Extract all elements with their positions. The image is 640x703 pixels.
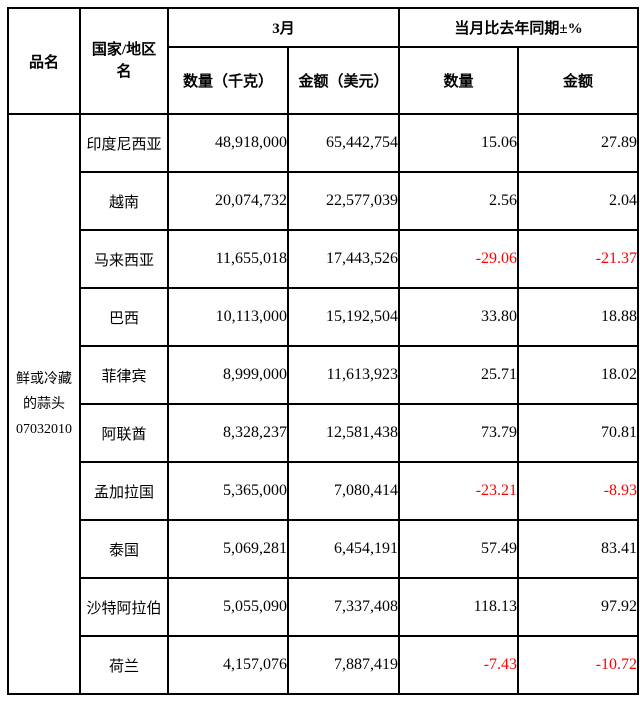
table-row: 巴西 10,113,000 15,192,504 33.80 18.88	[8, 287, 640, 347]
qty-cell: 5,069,281	[167, 519, 289, 579]
table-row: 阿联酋 8,328,237 12,581,438 73.79 70.81	[8, 403, 640, 463]
header-yoy-group: 当月比去年同期±%	[398, 7, 640, 48]
amount-yoy-cell: -10.72	[517, 635, 640, 695]
amount-cell: 22,577,039	[286, 171, 401, 231]
qty-cell: 11,655,018	[167, 229, 289, 289]
qty-yoy-cell: 73.79	[398, 403, 520, 463]
header-amount-usd: 金额（美元）	[286, 46, 401, 115]
qty-cell: 8,328,237	[167, 403, 289, 463]
amount-cell: 12,581,438	[286, 403, 401, 463]
table-row: 荷兰 4,157,076 7,887,419 -7.43 -10.72	[8, 635, 640, 695]
amount-yoy-cell: 2.04	[517, 171, 640, 231]
country-cell: 荷兰	[79, 635, 169, 695]
qty-yoy-cell: 25.71	[398, 345, 520, 405]
country-cell: 越南	[79, 171, 169, 231]
table-row: 沙特阿拉伯 5,055,090 7,337,408 118.13 97.92	[8, 577, 640, 637]
qty-yoy-cell: -23.21	[398, 461, 520, 521]
qty-cell: 8,999,000	[167, 345, 289, 405]
amount-cell: 7,080,414	[286, 461, 401, 521]
header-country-col-label: 国家/地区名	[91, 42, 157, 80]
amount-yoy-cell: 83.41	[517, 519, 640, 579]
qty-yoy-cell: 15.06	[398, 113, 520, 173]
qty-yoy-cell: 33.80	[398, 287, 520, 347]
amount-cell: 11,613,923	[286, 345, 401, 405]
country-cell: 印度尼西亚	[79, 113, 169, 173]
header-qty-kg: 数量（千克）	[167, 46, 289, 115]
table-row: 泰国 5,069,281 6,454,191 57.49 83.41	[8, 519, 640, 579]
header-country-col: 国家/地区名	[79, 7, 169, 115]
qty-yoy-cell: 118.13	[398, 577, 520, 637]
product-code: 07032010	[16, 421, 72, 437]
table-row: 鲜或冷藏的蒜头 07032010 印度尼西亚 48,918,000 65,442…	[7, 113, 640, 695]
product-name: 鲜或冷藏的蒜头	[16, 371, 72, 412]
qty-yoy-cell: -29.06	[398, 229, 520, 289]
country-cell: 阿联酋	[79, 403, 169, 463]
amount-yoy-cell: 97.92	[517, 577, 640, 637]
qty-yoy-cell: 57.49	[398, 519, 520, 579]
amount-yoy-cell: 70.81	[517, 403, 640, 463]
header-month-group: 3月	[166, 7, 401, 48]
country-cell: 菲律宾	[79, 345, 169, 405]
country-cell: 马来西亚	[79, 229, 169, 289]
table-row: 菲律宾 8,999,000 11,613,923 25.71 18.02	[8, 345, 640, 405]
qty-yoy-cell: 2.56	[398, 171, 520, 231]
qty-cell: 5,365,000	[167, 461, 289, 521]
qty-cell: 20,074,732	[167, 171, 289, 231]
amount-cell: 17,443,526	[286, 229, 401, 289]
amount-yoy-cell: -21.37	[517, 229, 640, 289]
header-row-subcolumns: 数量（千克） 金额（美元） 数量 金额	[8, 46, 640, 115]
table-row: 越南 20,074,732 22,577,039 2.56 2.04	[8, 171, 640, 231]
country-cell: 泰国	[79, 519, 169, 579]
qty-cell: 10,113,000	[167, 287, 289, 347]
amount-yoy-cell: 27.89	[517, 113, 640, 173]
header-row-groups: 品名 国家/地区名 3月 当月比去年同期±%	[7, 7, 640, 115]
country-cell: 孟加拉国	[79, 461, 169, 521]
amount-yoy-cell: 18.02	[517, 345, 640, 405]
amount-cell: 7,887,419	[286, 635, 401, 695]
amount-cell: 65,442,754	[286, 113, 401, 173]
qty-cell: 5,055,090	[167, 577, 289, 637]
amount-yoy-cell: -8.93	[517, 461, 640, 521]
product-cell: 鲜或冷藏的蒜头 07032010	[7, 113, 81, 695]
trade-data-table: 品名 国家/地区名 3月 当月比去年同期±% 数量（千克） 金额（美元） 数量 …	[7, 7, 640, 695]
amount-cell: 15,192,504	[286, 287, 401, 347]
qty-yoy-cell: -7.43	[398, 635, 520, 695]
amount-cell: 7,337,408	[286, 577, 401, 637]
amount-yoy-cell: 18.88	[517, 287, 640, 347]
header-yoy-qty: 数量	[398, 46, 520, 115]
country-cell: 沙特阿拉伯	[79, 577, 169, 637]
amount-cell: 6,454,191	[286, 519, 401, 579]
qty-cell: 4,157,076	[167, 635, 289, 695]
table-row: 孟加拉国 5,365,000 7,080,414 -23.21 -8.93	[8, 461, 640, 521]
country-cell: 巴西	[79, 287, 169, 347]
table-row: 马来西亚 11,655,018 17,443,526 -29.06 -21.37	[8, 229, 640, 289]
header-yoy-amount: 金额	[517, 46, 640, 115]
header-product-col: 品名	[7, 7, 81, 115]
qty-cell: 48,918,000	[167, 113, 289, 173]
